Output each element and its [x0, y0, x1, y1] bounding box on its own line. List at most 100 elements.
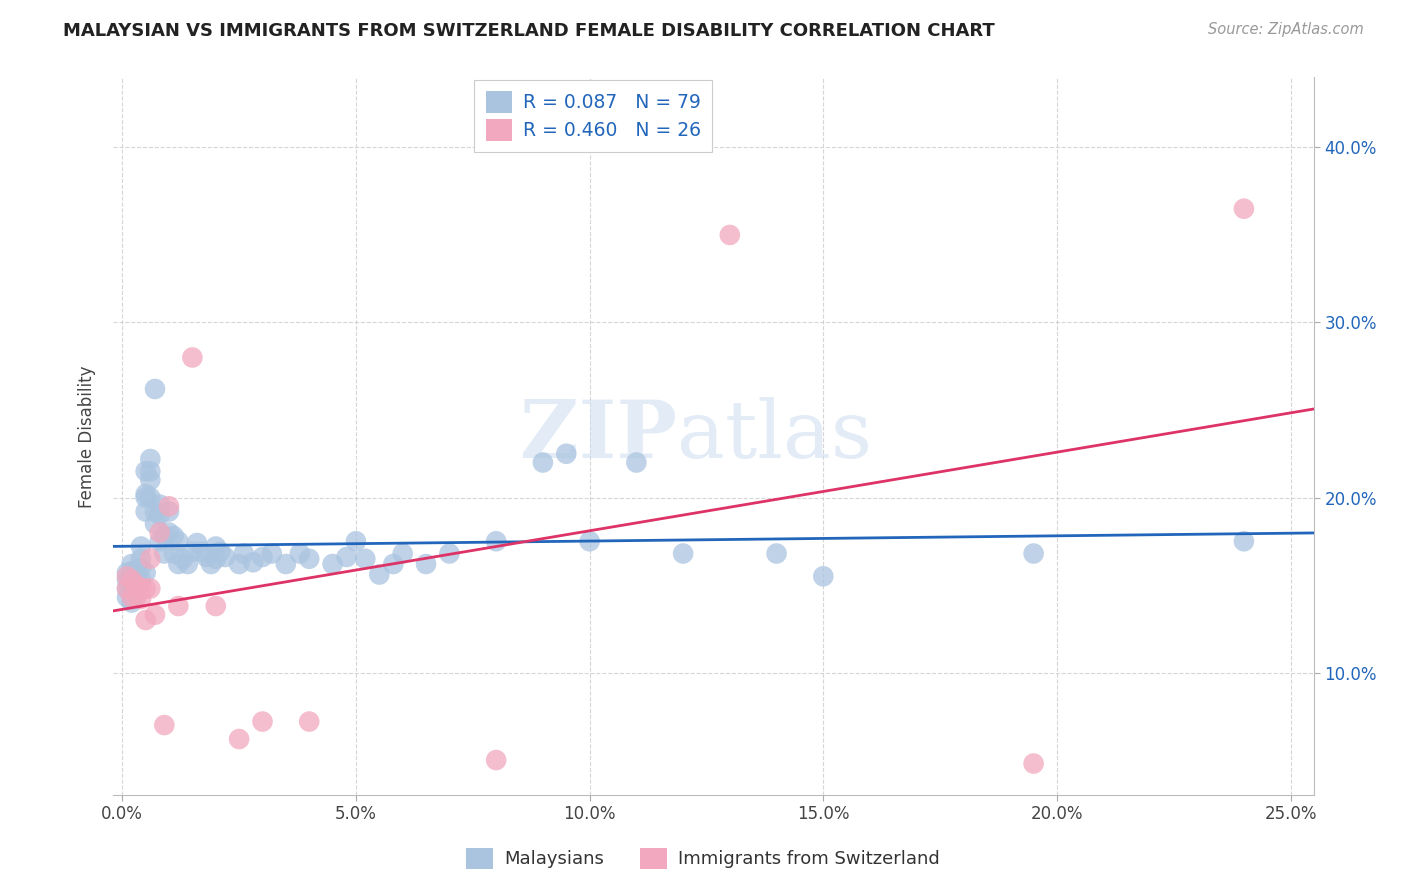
Point [260, 547, 283, 561]
Point [115, 582, 138, 596]
Point [382, 557, 405, 571]
Legend: Malaysians, Immigrants from Switzerland: Malaysians, Immigrants from Switzerland [458, 840, 948, 876]
Point [163, 547, 186, 561]
Point [115, 591, 138, 605]
Y-axis label: Female Disability: Female Disability [79, 365, 96, 508]
Point [765, 547, 787, 561]
Point [129, 592, 152, 607]
Point [214, 549, 236, 564]
Point [125, 589, 148, 603]
Point [153, 529, 176, 543]
Point [1022, 756, 1045, 771]
Legend: R = 0.087   N = 79, R = 0.460   N = 26: R = 0.087 N = 79, R = 0.460 N = 26 [474, 79, 713, 152]
Text: atlas: atlas [678, 397, 873, 475]
Text: ZIP: ZIP [520, 397, 678, 475]
Point [344, 534, 367, 549]
Point [177, 557, 200, 571]
Point [718, 227, 741, 242]
Point [149, 525, 172, 540]
Point [143, 607, 166, 622]
Point [135, 487, 157, 501]
Point [135, 464, 157, 478]
Point [415, 557, 437, 571]
Point [121, 591, 143, 605]
Point [129, 582, 152, 596]
Point [157, 500, 180, 514]
Point [228, 557, 250, 571]
Point [242, 555, 264, 569]
Point [115, 566, 138, 580]
Point [672, 547, 695, 561]
Point [485, 534, 508, 549]
Point [149, 534, 172, 549]
Point [485, 753, 508, 767]
Point [139, 551, 162, 566]
Point [143, 504, 166, 518]
Point [1233, 202, 1256, 216]
Point [181, 545, 204, 559]
Point [439, 547, 461, 561]
Point [181, 351, 204, 365]
Point [121, 573, 143, 587]
Point [139, 473, 162, 487]
Point [135, 613, 157, 627]
Point [125, 582, 148, 596]
Point [121, 587, 143, 601]
Point [626, 456, 648, 470]
Point [555, 447, 578, 461]
Point [115, 582, 138, 596]
Point [336, 549, 359, 564]
Point [125, 571, 148, 585]
Point [531, 456, 554, 470]
Point [135, 566, 157, 580]
Point [163, 529, 186, 543]
Point [153, 718, 176, 732]
Point [190, 545, 212, 559]
Point [135, 491, 157, 505]
Point [391, 547, 413, 561]
Point [204, 551, 226, 566]
Point [186, 536, 208, 550]
Point [204, 540, 226, 554]
Point [143, 516, 166, 531]
Point [1022, 547, 1045, 561]
Point [232, 547, 254, 561]
Point [813, 569, 835, 583]
Point [252, 714, 274, 729]
Point [149, 498, 172, 512]
Point [125, 591, 148, 605]
Point [252, 549, 274, 564]
Point [172, 551, 194, 566]
Point [125, 578, 148, 592]
Point [139, 491, 162, 505]
Point [149, 508, 172, 522]
Point [167, 557, 190, 571]
Point [298, 551, 321, 566]
Point [121, 564, 143, 578]
Point [129, 560, 152, 574]
Text: Source: ZipAtlas.com: Source: ZipAtlas.com [1208, 22, 1364, 37]
Point [139, 452, 162, 467]
Point [121, 569, 143, 583]
Point [115, 569, 138, 583]
Point [322, 557, 344, 571]
Point [129, 551, 152, 566]
Point [1233, 534, 1256, 549]
Point [125, 564, 148, 578]
Point [153, 547, 176, 561]
Point [143, 382, 166, 396]
Point [129, 573, 152, 587]
Point [157, 504, 180, 518]
Point [115, 573, 138, 587]
Point [200, 557, 222, 571]
Point [135, 504, 157, 518]
Point [204, 599, 226, 613]
Point [288, 547, 311, 561]
Point [298, 714, 321, 729]
Point [228, 732, 250, 747]
Point [274, 557, 297, 571]
Point [578, 534, 600, 549]
Point [125, 578, 148, 592]
Point [167, 534, 190, 549]
Point [195, 549, 218, 564]
